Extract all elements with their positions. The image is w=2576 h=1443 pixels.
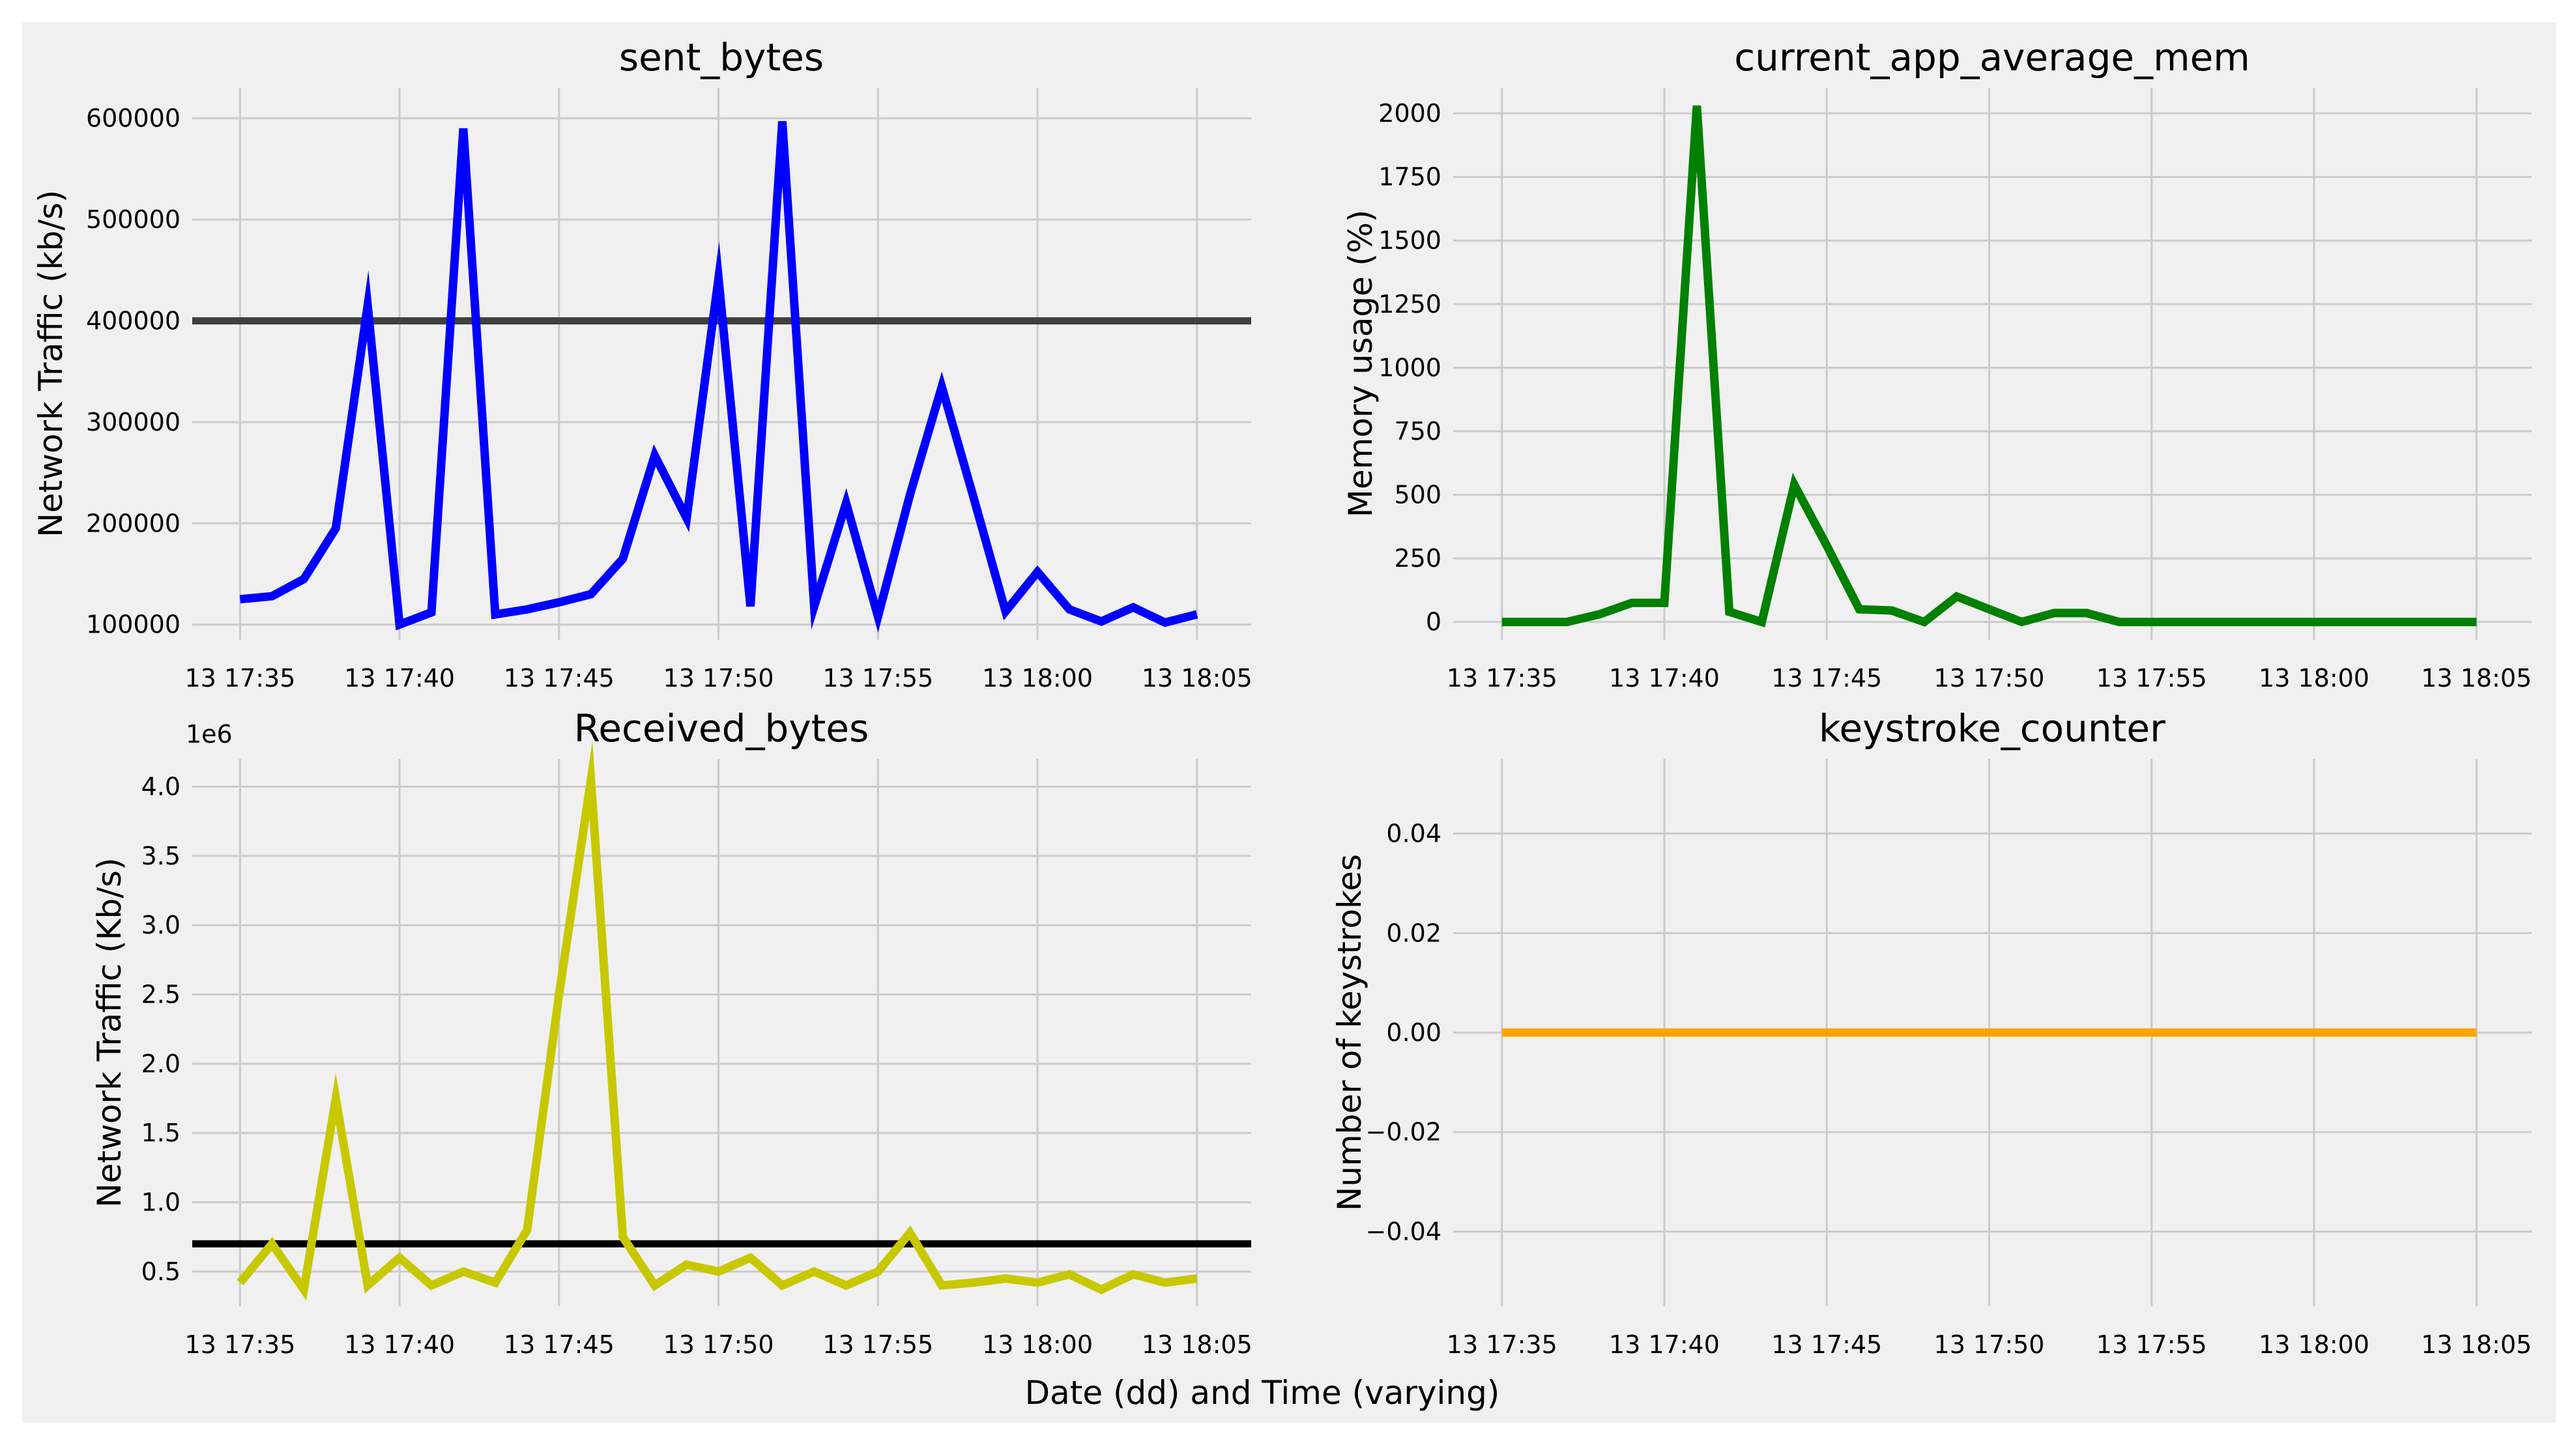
x-tick-label: 13 18:00: [2259, 664, 2369, 693]
panel-received-bytes: 13 17:35 13 17:40 13 17:45 13 17:50 13 17:55…: [91, 706, 1252, 1359]
x-tick-label: 13 17:50: [1934, 664, 2045, 693]
series-line: [237, 740, 1198, 1301]
y-offset-label: 1e6: [186, 720, 233, 749]
y-tick-label: 0.04: [1386, 820, 1441, 848]
x-tick-label: 13 17:45: [504, 664, 615, 693]
y-tick-label: 400000: [86, 306, 181, 335]
y-axis-label: Network Traffic (Kb/s): [91, 857, 128, 1207]
x-tick-label: 13 17:55: [2096, 1330, 2207, 1359]
y-tick-label: 1750: [1378, 163, 1441, 192]
chart-title: Received_bytes: [574, 706, 869, 750]
x-tick-label: 13 17:55: [822, 664, 933, 693]
y-tick-label: 3.5: [141, 842, 181, 870]
x-tick-label: 13 17:40: [1609, 664, 1720, 693]
x-tick-label: 13 18:00: [982, 664, 1093, 693]
x-tick-label: 13 17:50: [663, 1330, 774, 1359]
y-tick-label: 1.0: [141, 1188, 181, 1217]
y-tick-label: 300000: [86, 408, 181, 436]
x-tick-label: 13 18:05: [2421, 664, 2532, 693]
y-tick-label: 250: [1394, 544, 1441, 573]
x-tick-label: 13 18:05: [1142, 664, 1252, 693]
chart-title: sent_bytes: [619, 35, 824, 79]
x-tick-label: 13 17:35: [184, 1330, 295, 1359]
y-tick-label: 1000: [1378, 353, 1441, 382]
x-tick-label: 13 17:35: [1447, 664, 1557, 693]
y-tick-label: 0.5: [141, 1257, 181, 1286]
x-tick-label: 13 17:45: [1771, 1330, 1882, 1359]
series-line: [1501, 105, 2477, 627]
y-tick-label: 1.5: [141, 1119, 181, 1147]
x-tick-label: 13 18:05: [2421, 1330, 2532, 1359]
x-tick-label: 13 17:45: [1771, 664, 1882, 693]
y-tick-label: 3.0: [141, 911, 181, 939]
y-tick-label: 750: [1394, 417, 1441, 446]
y-tick-label: −0.04: [1366, 1217, 1441, 1246]
y-tick-label: −0.02: [1366, 1118, 1441, 1147]
x-tick-label: 13 17:55: [822, 1330, 933, 1359]
y-axis-label: Memory usage (%): [1342, 210, 1380, 518]
x-tick-label: 13 17:55: [2096, 664, 2207, 693]
y-tick-label: 2000: [1378, 99, 1441, 128]
chart-title: keystroke_counter: [1819, 706, 2165, 750]
y-tick-label: 1500: [1378, 226, 1441, 255]
chart-title: current_app_average_mem: [1734, 35, 2250, 79]
figure-x-axis-label: Date (dd) and Time (varying): [1025, 1374, 1500, 1412]
y-tick-label: 200000: [86, 509, 181, 537]
y-tick-label: 1250: [1378, 290, 1441, 319]
y-tick-label: 0.00: [1386, 1018, 1441, 1047]
y-tick-label: 0.02: [1386, 919, 1441, 947]
x-tick-label: 13 17:35: [184, 664, 295, 693]
x-tick-label: 13 18:00: [2259, 1330, 2369, 1359]
x-tick-label: 13 17:40: [344, 664, 455, 693]
y-tick-label: 4.0: [141, 773, 181, 801]
x-tick-label: 13 18:00: [982, 1330, 1093, 1359]
x-tick-label: 13 17:50: [1934, 1330, 2045, 1359]
x-tick-label: 13 17:50: [663, 664, 774, 693]
series-line: [239, 121, 1198, 633]
x-tick-label: 13 18:05: [1142, 1330, 1252, 1359]
y-tick-label: 0: [1426, 608, 1441, 636]
x-tick-label: 13 17:45: [504, 1330, 615, 1359]
x-tick-label: 13 17:40: [344, 1330, 455, 1359]
y-tick-label: 500000: [86, 205, 181, 234]
y-tick-label: 500: [1394, 481, 1441, 509]
y-tick-label: 600000: [86, 104, 181, 133]
y-tick-label: 100000: [86, 610, 181, 639]
y-axis-label: Number of keystrokes: [1331, 854, 1368, 1211]
panel-keystroke-counter: 13 17:35 13 17:40 13 17:45 13 17:50 13 17:55…: [1331, 706, 2532, 1359]
panel-sent-bytes: 13 17:35 13 17:40 13 17:45 13 17:50 13 17:55…: [32, 35, 1252, 693]
y-axis-label: Network Traffic (kb/s): [32, 190, 70, 537]
y-tick-label: 2.5: [141, 980, 181, 1009]
x-tick-label: 13 17:40: [1609, 1330, 1720, 1359]
x-tick-label: 13 17:35: [1447, 1330, 1557, 1359]
panel-current-app-average-mem: 13 17:35 13 17:40 13 17:45 13 17:50 13 17:55…: [1342, 35, 2532, 693]
y-tick-label: 2.0: [141, 1050, 181, 1078]
figure-background: [22, 22, 2556, 1423]
